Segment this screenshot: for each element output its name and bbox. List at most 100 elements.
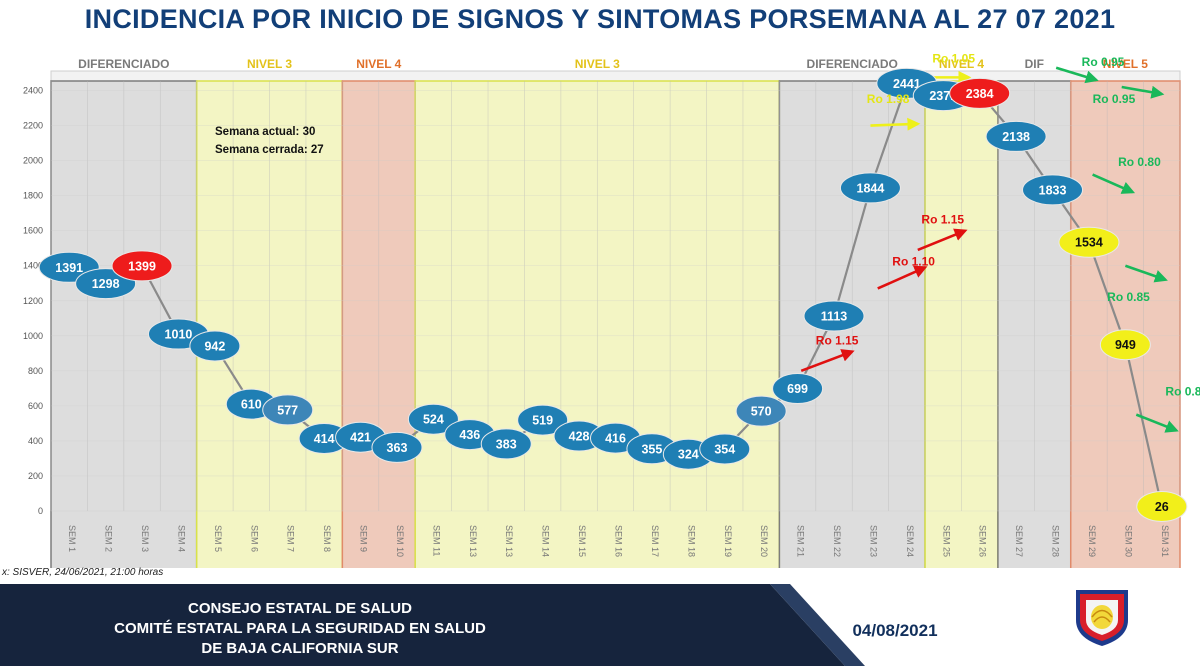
y-tick-2400: 2400 xyxy=(23,86,43,96)
ro-label-8: Ro 0.85 xyxy=(1107,290,1150,304)
ro-label-1: Ro 1.10 xyxy=(892,255,935,269)
footer-bar: CONSEJO ESTATAL DE SALUD COMITÉ ESTATAL … xyxy=(0,584,1200,666)
ro-label-5: Ro 0.95 xyxy=(1082,55,1125,69)
data-label-8: 421 xyxy=(350,431,371,445)
data-label-30: 26 xyxy=(1155,500,1169,514)
data-label-12: 383 xyxy=(496,437,517,451)
x-tick-8: SEM 9 xyxy=(359,525,369,552)
ro-arrow-1 xyxy=(877,265,928,290)
data-label-4: 942 xyxy=(204,339,225,353)
x-tick-18: SEM 19 xyxy=(723,525,733,557)
data-label-7: 414 xyxy=(314,432,335,446)
x-tick-12: SEM 13 xyxy=(504,525,514,557)
ro-label-6: Ro 0.95 xyxy=(1093,92,1136,106)
x-tick-14: SEM 15 xyxy=(577,525,587,557)
data-label-25: 2384 xyxy=(966,87,994,101)
ro-label-9: Ro 0.80 xyxy=(1165,384,1200,398)
ro-label-0: Ro 1.15 xyxy=(816,334,859,348)
x-tick-11: SEM 13 xyxy=(468,525,478,557)
x-tick-0: SEM 1 xyxy=(67,525,77,552)
x-tick-6: SEM 7 xyxy=(286,525,296,552)
x-tick-15: SEM 16 xyxy=(614,525,624,557)
data-point-20 xyxy=(772,373,824,405)
data-label-16: 355 xyxy=(641,442,662,456)
y-tick-1200: 1200 xyxy=(23,296,43,306)
ro-arrow-2 xyxy=(917,228,968,252)
ro-annotations: Ro 1.15 Ro 1.10 Ro 1.15 Ro 1.98 Ro 1.05 Ro 0.… xyxy=(816,51,1200,398)
data-point-19 xyxy=(735,395,787,427)
footer-dark-band xyxy=(0,584,845,666)
chart-svg: DIFERENCIADO NIVEL 3 NIVEL 4 NIVEL 3 DIFEREN… xyxy=(23,51,1200,568)
footer-line-2: COMITÉ ESTATAL PARA LA SEGURIDAD EN SALU… xyxy=(114,620,486,637)
band-label-0: DIFERENCIADO xyxy=(78,57,169,71)
ro-arrow-3 xyxy=(870,117,921,131)
data-label-29: 949 xyxy=(1115,338,1136,352)
data-label-27: 1833 xyxy=(1039,183,1067,197)
x-tick-7: SEM 8 xyxy=(322,525,332,552)
ro-arrow-0 xyxy=(800,349,855,373)
data-label-1: 1298 xyxy=(92,277,120,291)
x-tick-24: SEM 25 xyxy=(941,525,951,557)
band-label-3: NIVEL 3 xyxy=(575,57,620,71)
data-point-12 xyxy=(480,428,532,460)
x-tick-13: SEM 14 xyxy=(541,525,551,557)
data-point-2 xyxy=(111,250,173,282)
x-tick-29: SEM 30 xyxy=(1123,525,1133,557)
data-label-28: 1534 xyxy=(1075,236,1103,250)
ro-arrow-9 xyxy=(1135,413,1179,433)
y-tick-1000: 1000 xyxy=(23,331,43,341)
data-label-9: 363 xyxy=(387,441,408,455)
y-tick-1400: 1400 xyxy=(23,261,43,271)
ro-arrow-7 xyxy=(1092,173,1136,194)
y-axis-ticks: 0 200 400 600 800 1000 1200 1400 1600 1800 2000 220… xyxy=(23,86,43,516)
data-point-27 xyxy=(1022,174,1084,206)
data-label-0: 1391 xyxy=(55,261,83,275)
footer-date: 04/08/2021 xyxy=(852,621,938,640)
band-label-6: DIF xyxy=(1025,57,1044,71)
x-tick-19: SEM 20 xyxy=(759,525,769,557)
x-tick-2: SEM 3 xyxy=(140,525,150,552)
data-label-22: 1844 xyxy=(857,181,885,195)
y-tick-0: 0 xyxy=(38,506,43,516)
y-tick-400: 400 xyxy=(28,436,43,446)
data-label-3: 1010 xyxy=(165,328,193,342)
ro-label-2: Ro 1.15 xyxy=(921,213,964,227)
data-label-20: 699 xyxy=(787,382,808,396)
data-label-10: 524 xyxy=(423,413,444,427)
data-point-18 xyxy=(699,433,751,465)
data-label-13: 519 xyxy=(532,414,553,428)
source-note: x: SISVER, 24/06/2021, 21:00 horas xyxy=(2,567,164,578)
x-tick-20: SEM 21 xyxy=(796,525,806,557)
data-label-14: 428 xyxy=(569,430,590,444)
data-point-21 xyxy=(803,300,865,332)
data-point-28 xyxy=(1058,226,1120,258)
data-point-29 xyxy=(1099,329,1151,361)
x-axis-ticks: SEM 1 SEM 2 SEM 3 SEM 4 SEM 5 SEM 6 SEM 7 SEM 8… xyxy=(67,525,1170,557)
data-point-4 xyxy=(189,330,241,362)
data-point-30 xyxy=(1136,490,1188,522)
data-point-9 xyxy=(371,431,423,463)
x-tick-4: SEM 5 xyxy=(213,525,223,552)
data-point-26 xyxy=(985,120,1047,152)
footer-line-1: CONSEJO ESTATAL DE SALUD xyxy=(188,600,412,617)
ro-arrow-8 xyxy=(1124,264,1168,283)
x-tick-9: SEM 10 xyxy=(395,525,405,557)
data-label-11: 436 xyxy=(459,428,480,442)
x-tick-16: SEM 17 xyxy=(650,525,660,557)
x-tick-10: SEM 11 xyxy=(431,525,441,556)
band-label-5: NIVEL 4 xyxy=(939,57,984,71)
y-tick-2000: 2000 xyxy=(23,156,43,166)
data-label-21: 1113 xyxy=(821,310,847,324)
ro-label-3: Ro 1.98 xyxy=(867,92,910,106)
ro-label-4: Ro 1.05 xyxy=(932,51,975,65)
x-tick-25: SEM 26 xyxy=(978,525,988,557)
x-tick-22: SEM 23 xyxy=(868,525,878,557)
data-label-2: 1399 xyxy=(128,259,156,273)
y-tick-1600: 1600 xyxy=(23,226,43,236)
y-tick-800: 800 xyxy=(28,366,43,376)
data-point-10 xyxy=(407,403,459,435)
ro-label-7: Ro 0.80 xyxy=(1118,155,1161,169)
data-label-17: 324 xyxy=(678,448,699,462)
note-line-1: Semana actual: 30 xyxy=(215,126,315,138)
x-tick-28: SEM 29 xyxy=(1087,525,1097,557)
